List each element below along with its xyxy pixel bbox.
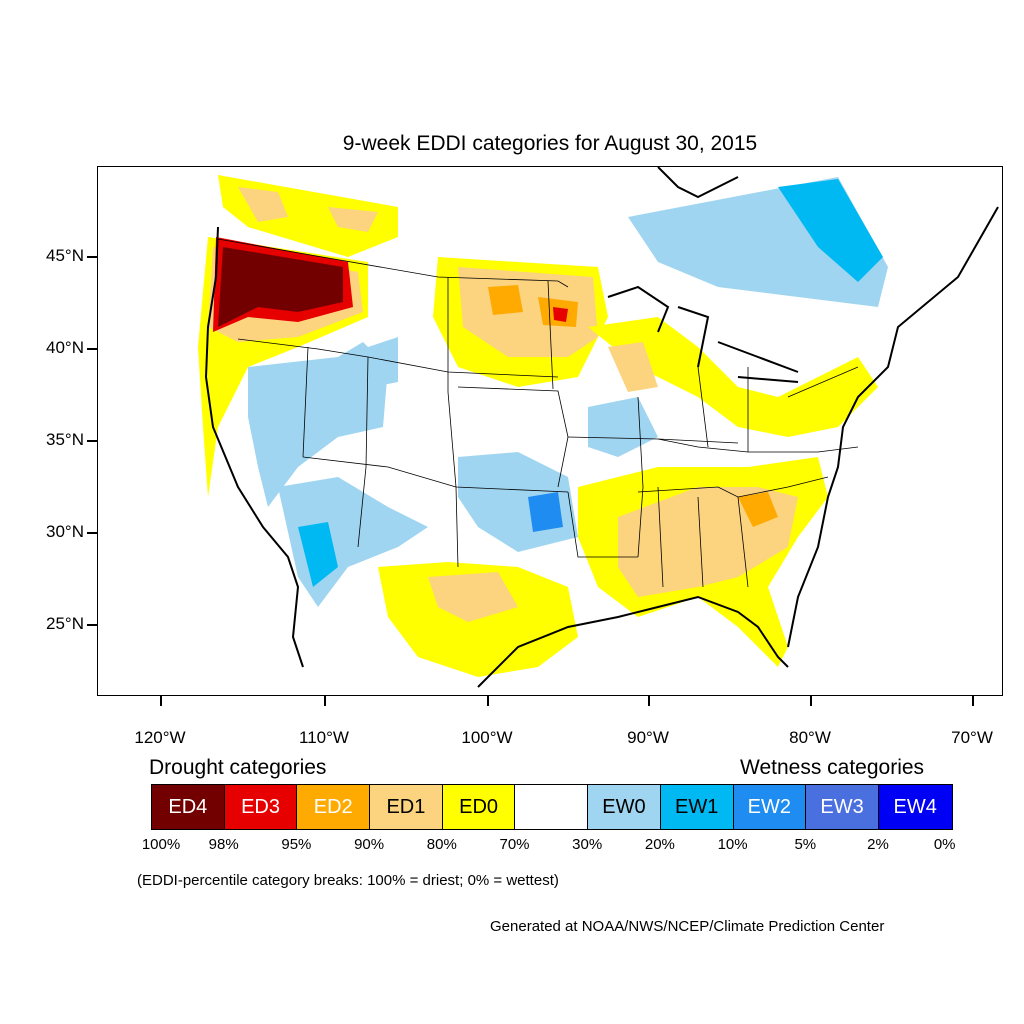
lat-label-30n: 30°N: [46, 522, 84, 541]
legend-cell: EW1: [660, 785, 734, 829]
field-ed0-texas: [378, 562, 578, 677]
field-ed3-north-plains: [553, 307, 568, 322]
legend-cell: EW2: [733, 785, 807, 829]
lon-label-120w: 120°W: [134, 728, 186, 747]
legend-break-label: 10%: [717, 836, 748, 853]
lon-label-70w: 70°W: [951, 728, 993, 747]
legend-cell: [515, 785, 589, 829]
wetness-heading: Wetness categories: [740, 756, 925, 779]
map-canvas: [198, 167, 999, 688]
legend-cell: EW4: [878, 785, 952, 829]
legend-break-label: 0%: [933, 836, 956, 853]
lon-tick: [487, 696, 489, 706]
legend-break-label: 2%: [867, 836, 889, 853]
drought-heading: Drought categories: [149, 756, 327, 779]
lat-label-45n: 45°N: [46, 246, 84, 265]
legend-cell: ED2: [297, 785, 371, 829]
legend-break-label: 90%: [354, 836, 385, 853]
legend-cell: EW0: [588, 785, 661, 829]
pacific-coast: [204, 226, 304, 668]
state-boundaries: [217, 238, 859, 588]
eddi-fields: [198, 175, 888, 677]
field-ew0-great-basin: [248, 342, 388, 507]
lon-label-110w: 110°W: [299, 728, 349, 747]
legend-break-label: 70%: [499, 836, 530, 853]
field-ew0-ohio-valley: [588, 397, 658, 457]
lon-tick: [160, 696, 162, 706]
lat-label-25n: 25°N: [46, 614, 84, 633]
map-title: 9-week EDDI categories for August 30, 20…: [342, 132, 758, 155]
field-ew0-rockies: [368, 337, 398, 387]
great-lakes: [607, 285, 799, 383]
coastlines: [204, 167, 999, 688]
lat-label-35n: 35°N: [46, 430, 84, 449]
legend-cell: ED1: [370, 785, 443, 829]
legend-break-label: 95%: [281, 836, 312, 853]
legend-break-label: 100%: [141, 836, 181, 853]
gulf-coast: [477, 595, 789, 688]
legend-cell: ED3: [224, 785, 298, 829]
field-ed0-midwest: [588, 317, 878, 437]
legend-cell: ED0: [442, 785, 516, 829]
lon-label-80w: 80°W: [789, 728, 831, 747]
field-ew2-plains: [528, 492, 563, 532]
atlantic-coast: [787, 206, 999, 648]
lon-label-100w: 100°W: [461, 728, 513, 747]
lat-tick: [87, 440, 97, 442]
field-ed1-midwest: [608, 342, 658, 392]
field-ew1-southwest: [298, 522, 338, 587]
legend-break-label: 30%: [572, 836, 603, 853]
lat-tick: [87, 624, 97, 626]
credit-line: Generated at NOAA/NWS/NCEP/Climate Predi…: [490, 918, 885, 935]
lon-label-90w: 90°W: [627, 728, 669, 747]
lat-tick: [87, 532, 97, 534]
map-panel: [97, 166, 1003, 696]
legend-break-label: 80%: [426, 836, 457, 853]
lat-tick: [87, 348, 97, 350]
field-ed1-texas: [428, 572, 518, 622]
field-ed1-canada-patches: [238, 187, 378, 232]
field-ed4-pnw: [218, 247, 343, 327]
field-ew0-plains: [458, 452, 578, 552]
legend-cell: ED4: [152, 785, 225, 829]
lon-tick: [972, 696, 974, 706]
lon-tick: [648, 696, 650, 706]
field-ed2-southeast: [738, 492, 778, 527]
lat-label-40n: 40°N: [46, 338, 84, 357]
legend-break-label: 98%: [208, 836, 239, 853]
lon-tick: [810, 696, 812, 706]
hudson-bay: [657, 167, 739, 199]
legend-break-label: 20%: [644, 836, 675, 853]
legend-break-label: 5%: [794, 836, 817, 853]
legend-note: (EDDI-percentile category breaks: 100% =…: [137, 872, 559, 889]
legend-colorbar: ED4 ED3 ED2 ED1 ED0 EW0 EW1 EW2 EW3 EW4: [151, 784, 953, 830]
field-ew1-northeast-canada: [778, 179, 883, 282]
lat-tick: [87, 256, 97, 258]
lon-tick: [324, 696, 326, 706]
legend-cell: EW3: [806, 785, 879, 829]
